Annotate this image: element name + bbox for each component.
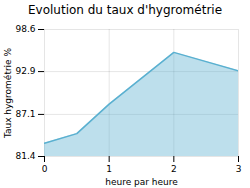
svg-text:98.6: 98.6: [15, 24, 35, 34]
svg-text:1: 1: [106, 164, 112, 174]
svg-text:3: 3: [236, 164, 242, 174]
svg-text:81.4: 81.4: [15, 151, 35, 161]
svg-text:0: 0: [42, 164, 48, 174]
svg-text:92.9: 92.9: [15, 66, 35, 76]
svg-text:Taux hygrométrie %: Taux hygrométrie %: [3, 47, 13, 139]
svg-text:2: 2: [171, 164, 177, 174]
svg-text:heure par heure: heure par heure: [105, 177, 178, 187]
svg-text:87.1: 87.1: [15, 109, 35, 119]
html-text:Evolution du taux d'hygrométri: Evolution du taux d'hygrométrie: [28, 3, 222, 17]
